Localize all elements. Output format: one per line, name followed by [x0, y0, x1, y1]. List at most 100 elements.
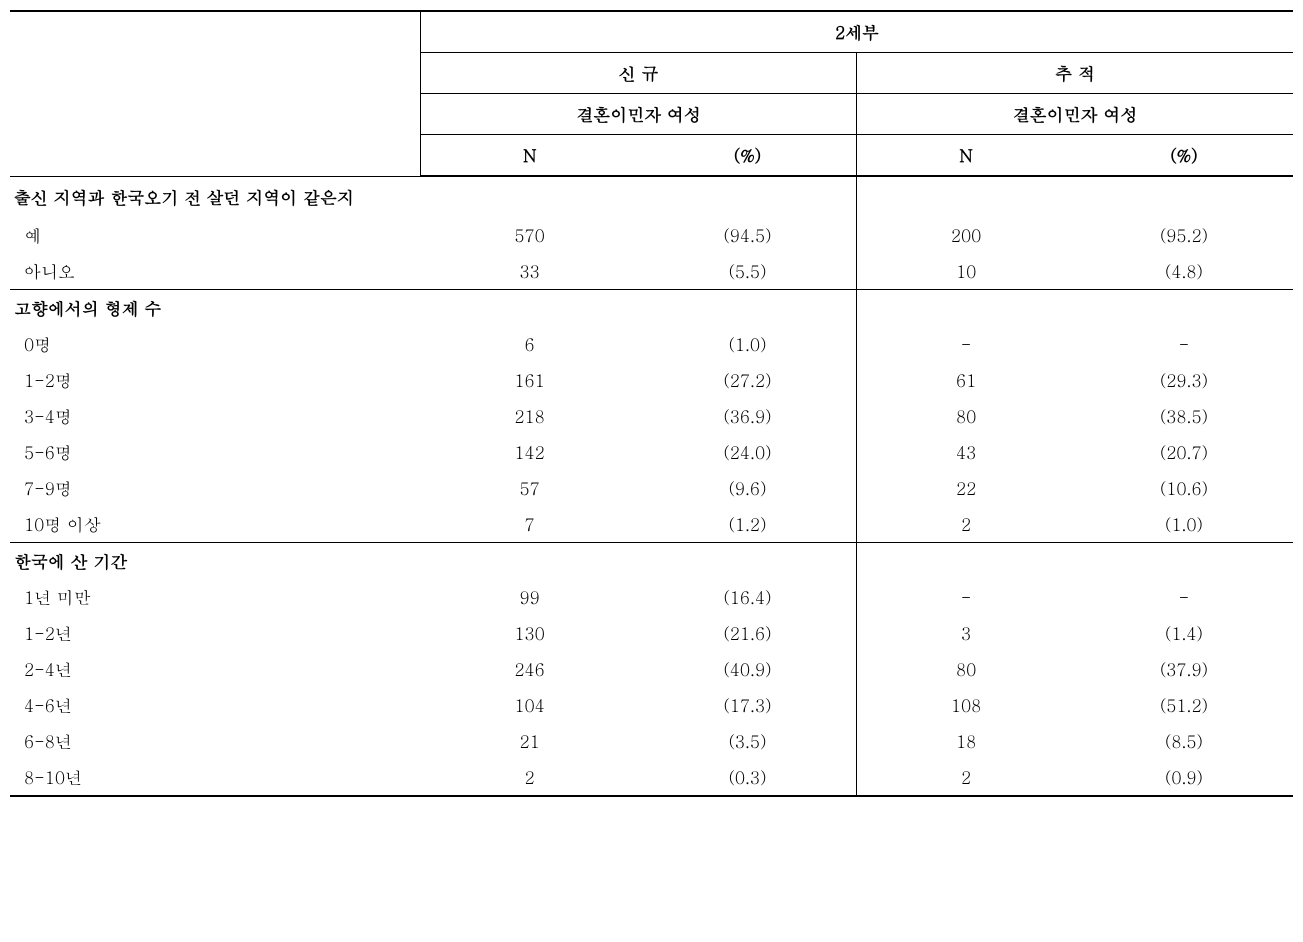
cell-p1: (1.0) — [639, 326, 857, 362]
cell-n2: 18 — [857, 723, 1075, 759]
cell-p2: (38.5) — [1075, 398, 1293, 434]
cell-n1: 142 — [421, 434, 639, 470]
row-label: 0명 — [10, 326, 421, 362]
cell-n1: 21 — [421, 723, 639, 759]
cell-p1: (1.2) — [639, 506, 857, 543]
header-row-1: 2세부 — [10, 11, 1293, 53]
cell-p1: (94.5) — [639, 217, 857, 253]
row-label: 1-2년 — [10, 615, 421, 651]
cell-p2: (95.2) — [1075, 217, 1293, 253]
section-empty-cell — [639, 290, 857, 327]
header-sub-new: 결혼이민자 여성 — [421, 94, 857, 135]
row-label: 6-8년 — [10, 723, 421, 759]
table-row: 2-4년246(40.9)80(37.9) — [10, 651, 1293, 687]
section-empty-cell — [421, 176, 639, 217]
header-group-new: 신 규 — [421, 53, 857, 94]
col-n-followup: N — [857, 135, 1075, 177]
cell-n1: 2 — [421, 759, 639, 796]
table-row: 7-9명57(9.6)22(10.6) — [10, 470, 1293, 506]
section-empty-cell — [857, 543, 1075, 580]
section-header-row: 출신 지역과 한국오기 전 살던 지역이 같은지 — [10, 176, 1293, 217]
col-pct-new: (%) — [639, 135, 857, 177]
cell-p2: (20.7) — [1075, 434, 1293, 470]
section-empty-cell — [639, 543, 857, 580]
table-row: 6-8년21(3.5)18(8.5) — [10, 723, 1293, 759]
col-pct-followup: (%) — [1075, 135, 1293, 177]
cell-n1: 161 — [421, 362, 639, 398]
cell-p2: (37.9) — [1075, 651, 1293, 687]
cell-p1: (3.5) — [639, 723, 857, 759]
cell-p1: (24.0) — [639, 434, 857, 470]
table-row: 예570(94.5)200(95.2) — [10, 217, 1293, 253]
row-label: 1년 미만 — [10, 579, 421, 615]
table-row: 3-4명218(36.9)80(38.5) — [10, 398, 1293, 434]
cell-n2: 80 — [857, 398, 1075, 434]
cell-n1: 104 — [421, 687, 639, 723]
cell-n2: 200 — [857, 217, 1075, 253]
cell-p1: (27.2) — [639, 362, 857, 398]
section-empty-cell — [1075, 176, 1293, 217]
cell-n1: 99 — [421, 579, 639, 615]
cell-p1: (40.9) — [639, 651, 857, 687]
header-group-followup: 추 적 — [857, 53, 1293, 94]
cell-p2: - — [1075, 579, 1293, 615]
cell-p1: (17.3) — [639, 687, 857, 723]
table-row: 10명 이상7(1.2)2(1.0) — [10, 506, 1293, 543]
header-sub-followup: 결혼이민자 여성 — [857, 94, 1293, 135]
cell-n2: 3 — [857, 615, 1075, 651]
row-label: 3-4명 — [10, 398, 421, 434]
cell-n1: 246 — [421, 651, 639, 687]
row-label: 아니오 — [10, 253, 421, 290]
table-row: 1년 미만99(16.4)-- — [10, 579, 1293, 615]
cell-p2: (8.5) — [1075, 723, 1293, 759]
cell-n2: 61 — [857, 362, 1075, 398]
table-row: 1-2명161(27.2)61(29.3) — [10, 362, 1293, 398]
cell-n2: 43 — [857, 434, 1075, 470]
cell-n1: 570 — [421, 217, 639, 253]
cell-n1: 57 — [421, 470, 639, 506]
cell-n2: 2 — [857, 759, 1075, 796]
table-row: 8-10년2(0.3)2(0.9) — [10, 759, 1293, 796]
cell-p2: - — [1075, 326, 1293, 362]
cell-p1: (0.3) — [639, 759, 857, 796]
section-title: 고향에서의 형제 수 — [10, 290, 421, 327]
cell-p1: (36.9) — [639, 398, 857, 434]
data-table: 2세부 신 규 추 적 결혼이민자 여성 결혼이민자 여성 N (%) N (%… — [10, 10, 1293, 797]
row-label: 2-4년 — [10, 651, 421, 687]
cell-n2: 80 — [857, 651, 1075, 687]
cell-n2: 108 — [857, 687, 1075, 723]
cell-n1: 33 — [421, 253, 639, 290]
section-title: 한국에 산 기간 — [10, 543, 421, 580]
row-label: 8-10년 — [10, 759, 421, 796]
cell-n1: 130 — [421, 615, 639, 651]
cell-n2: - — [857, 579, 1075, 615]
section-title: 출신 지역과 한국오기 전 살던 지역이 같은지 — [10, 176, 421, 217]
table-body: 출신 지역과 한국오기 전 살던 지역이 같은지예570(94.5)200(95… — [10, 176, 1293, 796]
header-blank — [10, 11, 421, 176]
section-empty-cell — [857, 290, 1075, 327]
cell-p1: (16.4) — [639, 579, 857, 615]
cell-p2: (51.2) — [1075, 687, 1293, 723]
table-row: 4-6년104(17.3)108(51.2) — [10, 687, 1293, 723]
section-empty-cell — [1075, 290, 1293, 327]
section-empty-cell — [421, 290, 639, 327]
row-label: 예 — [10, 217, 421, 253]
section-empty-cell — [857, 176, 1075, 217]
row-label: 10명 이상 — [10, 506, 421, 543]
section-header-row: 고향에서의 형제 수 — [10, 290, 1293, 327]
table-row: 0명6(1.0)-- — [10, 326, 1293, 362]
cell-p2: (1.0) — [1075, 506, 1293, 543]
section-empty-cell — [1075, 543, 1293, 580]
table-row: 아니오33(5.5)10(4.8) — [10, 253, 1293, 290]
header-main: 2세부 — [421, 11, 1293, 53]
cell-n1: 218 — [421, 398, 639, 434]
table-row: 1-2년130(21.6)3(1.4) — [10, 615, 1293, 651]
cell-p2: (1.4) — [1075, 615, 1293, 651]
cell-n2: 22 — [857, 470, 1075, 506]
row-label: 5-6명 — [10, 434, 421, 470]
cell-p2: (29.3) — [1075, 362, 1293, 398]
section-empty-cell — [421, 543, 639, 580]
row-label: 4-6년 — [10, 687, 421, 723]
cell-n2: 2 — [857, 506, 1075, 543]
cell-p1: (5.5) — [639, 253, 857, 290]
